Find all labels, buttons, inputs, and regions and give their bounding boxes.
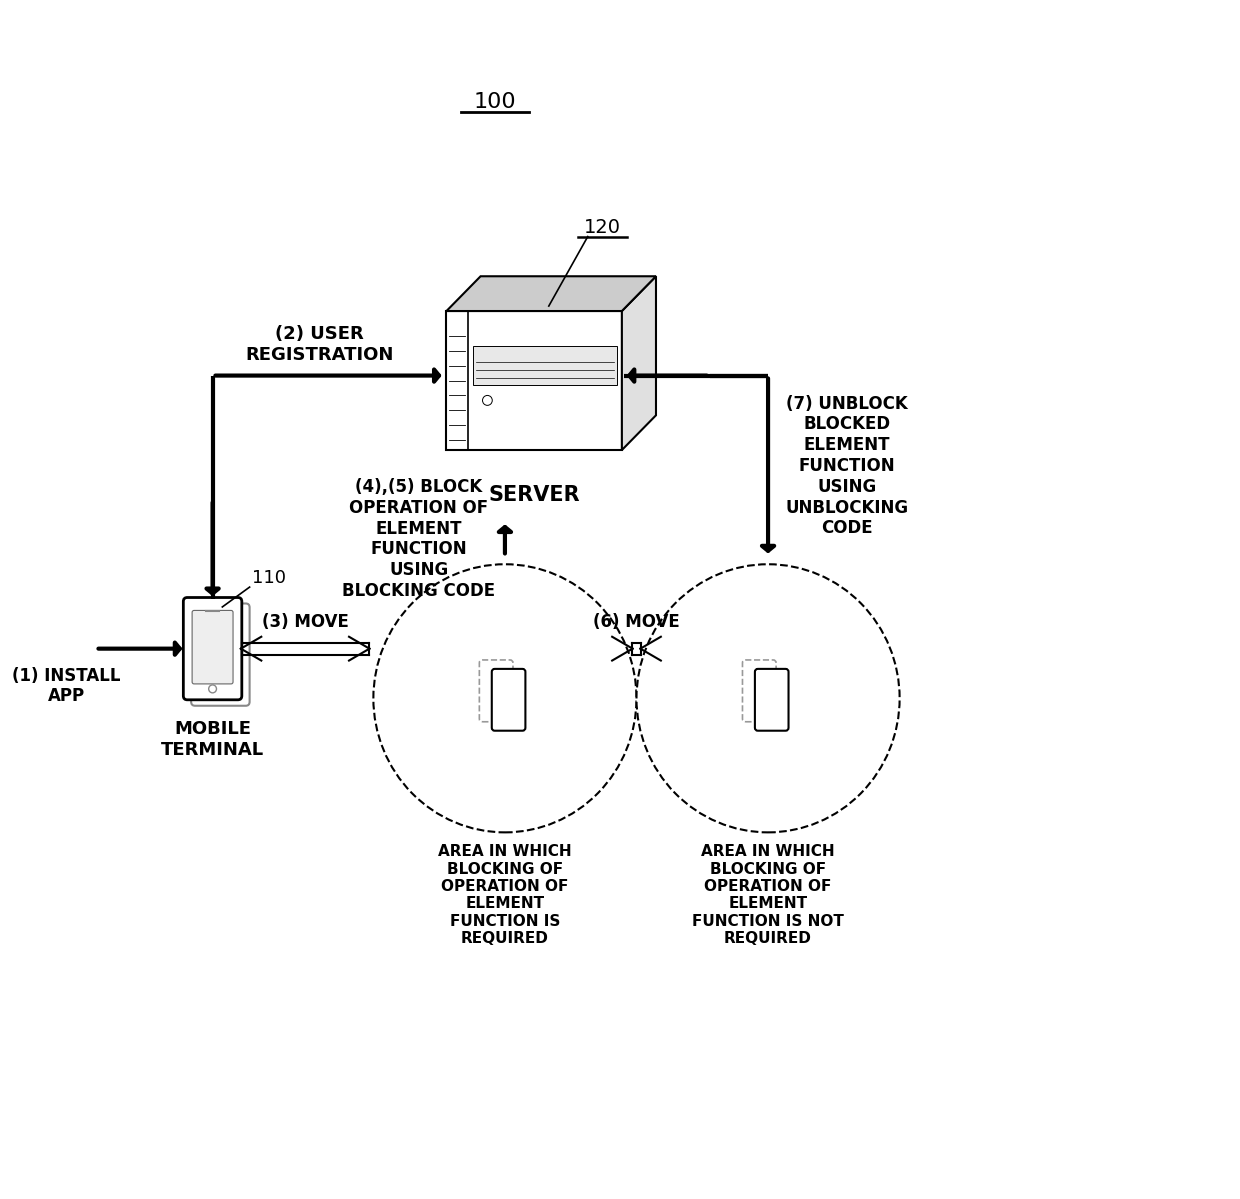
Text: AREA IN WHICH
BLOCKING OF
OPERATION OF
ELEMENT
FUNCTION IS
REQUIRED: AREA IN WHICH BLOCKING OF OPERATION OF E… — [438, 844, 572, 946]
Polygon shape — [622, 276, 656, 450]
Text: MOBILE
TERMINAL: MOBILE TERMINAL — [161, 721, 264, 759]
Circle shape — [208, 685, 217, 693]
Text: 120: 120 — [584, 217, 621, 236]
FancyBboxPatch shape — [743, 659, 776, 722]
Text: (1) INSTALL
APP: (1) INSTALL APP — [12, 667, 120, 705]
Polygon shape — [446, 276, 656, 311]
FancyBboxPatch shape — [492, 669, 526, 730]
Circle shape — [373, 565, 636, 832]
Text: (6) MOVE: (6) MOVE — [593, 613, 680, 631]
FancyBboxPatch shape — [755, 669, 789, 730]
Text: 100: 100 — [474, 92, 517, 113]
Circle shape — [636, 565, 900, 832]
FancyBboxPatch shape — [480, 659, 513, 722]
Text: SERVER: SERVER — [489, 484, 580, 505]
Polygon shape — [472, 345, 618, 386]
FancyBboxPatch shape — [192, 610, 233, 683]
FancyBboxPatch shape — [191, 603, 249, 706]
Text: 110: 110 — [252, 570, 285, 588]
Circle shape — [482, 396, 492, 405]
Text: (3) MOVE: (3) MOVE — [262, 613, 348, 631]
Text: (2) USER
REGISTRATION: (2) USER REGISTRATION — [246, 325, 394, 363]
Text: AREA IN WHICH
BLOCKING OF
OPERATION OF
ELEMENT
FUNCTION IS NOT
REQUIRED: AREA IN WHICH BLOCKING OF OPERATION OF E… — [692, 844, 844, 946]
FancyBboxPatch shape — [184, 597, 242, 700]
Text: (4),(5) BLOCK
OPERATION OF
ELEMENT
FUNCTION
USING
BLOCKING CODE: (4),(5) BLOCK OPERATION OF ELEMENT FUNCT… — [342, 478, 495, 600]
Polygon shape — [446, 311, 622, 450]
Text: (7) UNBLOCK
BLOCKED
ELEMENT
FUNCTION
USING
UNBLOCKING
CODE: (7) UNBLOCK BLOCKED ELEMENT FUNCTION USI… — [786, 394, 909, 537]
